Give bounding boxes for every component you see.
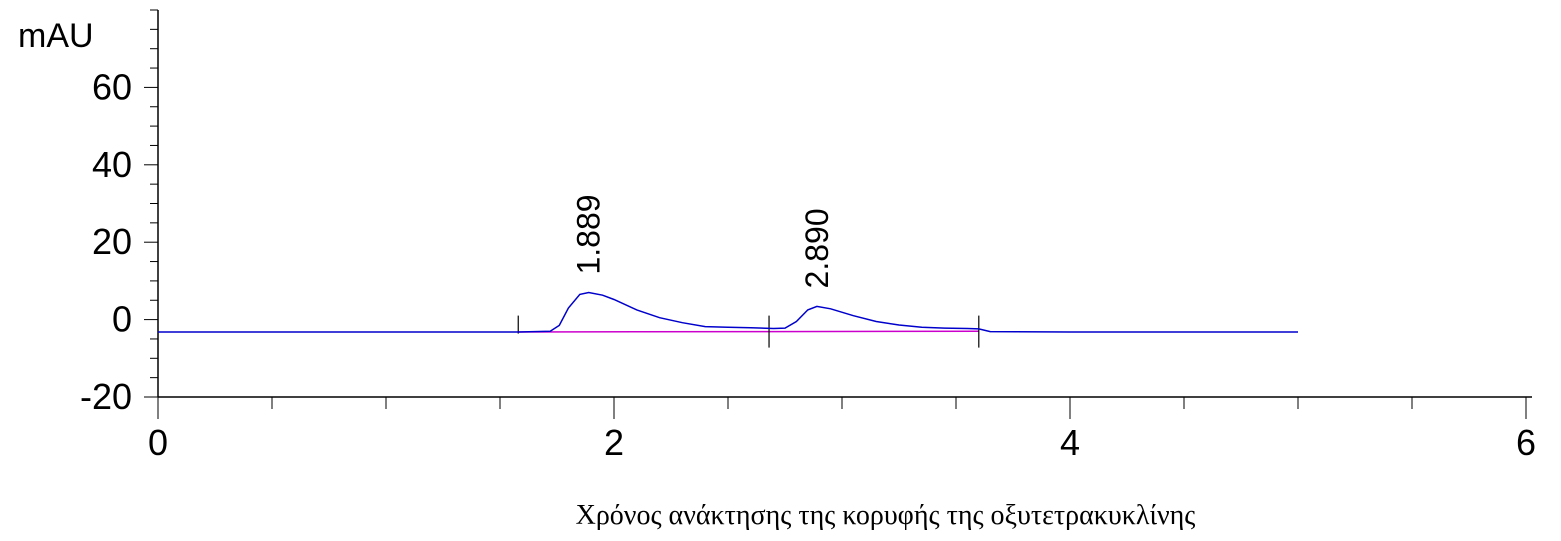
y-tick-label: -20: [80, 376, 132, 417]
peak-label: 2.890: [799, 208, 835, 288]
chromatogram-chart: -20 0 20 40 60 mAU 0 2 4 6 1.889 2.890: [18, 9, 1536, 463]
plot-area: 1.889 2.890: [158, 194, 1298, 348]
y-tick-label: 40: [92, 144, 132, 185]
figure-caption: Χρόνος ανάκτησης της κορυφής της οξυτετρ…: [575, 500, 1196, 531]
axes: -20 0 20 40 60 mAU 0 2 4 6: [18, 9, 1536, 463]
y-tick-label: 60: [92, 66, 132, 107]
y-tick-label: 0: [112, 299, 132, 340]
x-tick-label: 0: [148, 422, 168, 463]
x-tick-label: 2: [604, 422, 624, 463]
x-tick-label: 4: [1060, 422, 1080, 463]
y-tick-label: 20: [92, 221, 132, 262]
x-tick-label: 6: [1516, 422, 1536, 463]
y-axis-label: mAU: [18, 17, 94, 55]
peak-label: 1.889: [571, 194, 607, 274]
signal-line: [158, 291, 1298, 333]
